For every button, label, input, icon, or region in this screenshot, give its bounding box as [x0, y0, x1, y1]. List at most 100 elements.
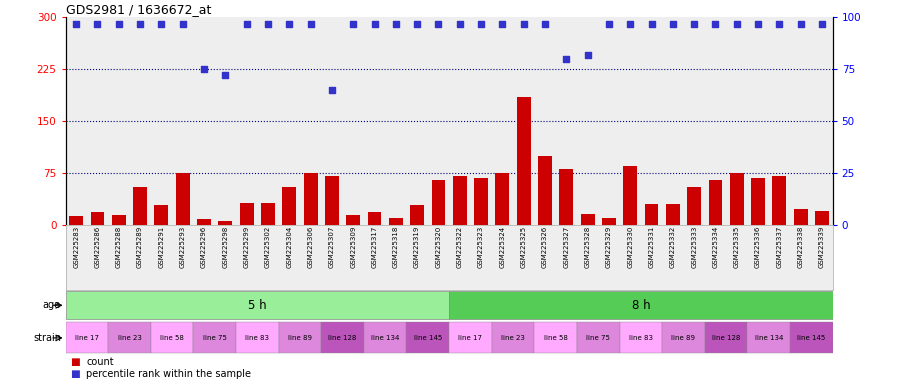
- Text: GSM225332: GSM225332: [670, 226, 676, 268]
- Bar: [581, 214, 594, 225]
- Bar: [151, 323, 193, 353]
- Bar: [704, 323, 747, 353]
- Point: [730, 20, 744, 26]
- Bar: [666, 204, 680, 225]
- Bar: [751, 178, 765, 225]
- Text: GSM225283: GSM225283: [73, 226, 79, 268]
- Bar: [193, 323, 236, 353]
- Point: [346, 20, 360, 26]
- Bar: [325, 176, 339, 225]
- Text: line 134: line 134: [754, 335, 783, 341]
- Bar: [133, 187, 147, 225]
- Text: line 89: line 89: [288, 335, 312, 341]
- Point: [218, 72, 233, 78]
- Bar: [176, 173, 189, 225]
- Bar: [282, 187, 296, 225]
- Text: GSM225330: GSM225330: [627, 226, 633, 268]
- Bar: [239, 202, 254, 225]
- Bar: [662, 323, 704, 353]
- Text: line 83: line 83: [629, 335, 652, 341]
- Bar: [534, 323, 577, 353]
- Bar: [69, 216, 83, 225]
- Text: line 23: line 23: [501, 335, 525, 341]
- Text: GSM225304: GSM225304: [287, 226, 292, 268]
- Point: [665, 20, 680, 26]
- Point: [495, 20, 510, 26]
- Point: [814, 20, 829, 26]
- Point: [197, 66, 211, 72]
- Text: GSM225306: GSM225306: [308, 226, 314, 268]
- Text: GSM225307: GSM225307: [329, 226, 335, 268]
- Point: [602, 20, 616, 26]
- Text: GSM225327: GSM225327: [563, 226, 570, 268]
- Point: [623, 20, 638, 26]
- Point: [516, 20, 531, 26]
- Text: ■: ■: [70, 369, 80, 379]
- Point: [559, 56, 573, 62]
- Point: [751, 20, 765, 26]
- Point: [452, 20, 467, 26]
- Point: [325, 87, 339, 93]
- Bar: [197, 219, 211, 225]
- Text: age: age: [43, 300, 61, 310]
- Text: GSM225335: GSM225335: [733, 226, 740, 268]
- Text: GSM225324: GSM225324: [500, 226, 505, 268]
- Bar: [815, 211, 829, 225]
- Text: line 75: line 75: [203, 335, 227, 341]
- Text: GSM225286: GSM225286: [95, 226, 100, 268]
- Text: GSM225333: GSM225333: [691, 226, 697, 268]
- Bar: [495, 173, 510, 225]
- Bar: [620, 323, 662, 353]
- Bar: [407, 323, 450, 353]
- Text: line 17: line 17: [459, 335, 482, 341]
- Point: [154, 20, 168, 26]
- Text: line 145: line 145: [797, 335, 825, 341]
- Text: GSM225331: GSM225331: [649, 226, 654, 268]
- Text: GSM225334: GSM225334: [713, 226, 719, 268]
- Point: [112, 20, 126, 26]
- Text: line 23: line 23: [117, 335, 141, 341]
- Text: line 83: line 83: [246, 335, 269, 341]
- Bar: [321, 323, 364, 353]
- Bar: [794, 209, 807, 225]
- Bar: [112, 215, 126, 225]
- Point: [176, 20, 190, 26]
- Text: strain: strain: [33, 333, 61, 343]
- Text: line 128: line 128: [329, 335, 357, 341]
- Bar: [453, 176, 467, 225]
- Bar: [474, 178, 488, 225]
- Bar: [517, 97, 531, 225]
- Point: [69, 20, 84, 26]
- Bar: [560, 169, 573, 225]
- Text: GSM225322: GSM225322: [457, 226, 463, 268]
- Point: [772, 20, 786, 26]
- Text: count: count: [86, 357, 114, 367]
- Bar: [450, 291, 833, 319]
- Text: line 145: line 145: [414, 335, 442, 341]
- Point: [474, 20, 489, 26]
- Bar: [644, 204, 659, 225]
- Text: GSM225317: GSM225317: [371, 226, 378, 268]
- Bar: [66, 291, 450, 319]
- Text: line 75: line 75: [586, 335, 611, 341]
- Text: GSM225288: GSM225288: [116, 226, 122, 268]
- Bar: [91, 212, 105, 225]
- Point: [410, 20, 424, 26]
- Text: line 89: line 89: [672, 335, 695, 341]
- Point: [260, 20, 275, 26]
- Bar: [364, 323, 407, 353]
- Text: line 128: line 128: [712, 335, 741, 341]
- Bar: [687, 187, 701, 225]
- Text: GSM225291: GSM225291: [158, 226, 165, 268]
- Bar: [623, 166, 637, 225]
- Point: [368, 20, 382, 26]
- Text: GSM225298: GSM225298: [222, 226, 228, 268]
- Point: [794, 20, 808, 26]
- Bar: [389, 218, 403, 225]
- Text: GSM225302: GSM225302: [265, 226, 271, 268]
- Text: GSM225319: GSM225319: [414, 226, 420, 268]
- Point: [644, 20, 659, 26]
- Bar: [790, 323, 833, 353]
- Point: [581, 51, 595, 58]
- Point: [90, 20, 105, 26]
